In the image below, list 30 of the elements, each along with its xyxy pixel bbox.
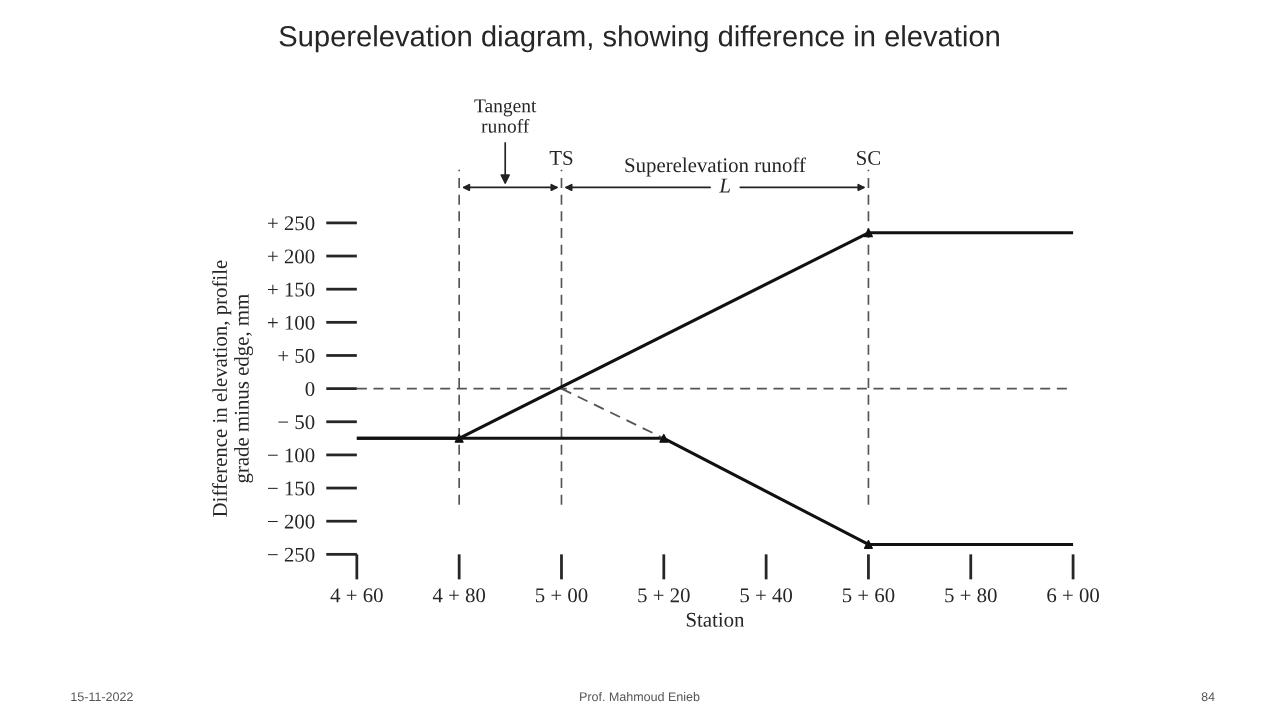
text: L <box>719 178 730 193</box>
text: Superelevation runoff <box>625 157 806 177</box>
y-tick-label: − 150 <box>268 481 315 496</box>
y-tick-label: − 50 <box>278 415 315 430</box>
text: 84 <box>1201 692 1215 702</box>
ref-line-label: SC <box>857 150 881 165</box>
x-tick-label: 4 + 60 <box>330 588 383 603</box>
x-tick-label: 5 + 40 <box>740 588 793 603</box>
y-axis-title: Difference in elevation, profile grade minus edge, mm <box>212 260 254 517</box>
text: Tangent runoff <box>474 99 537 133</box>
y-tick-label: − 200 <box>268 514 315 529</box>
x-tick-label: 5 + 60 <box>842 588 895 603</box>
x-tick-label: 6 + 00 <box>1047 588 1099 603</box>
text: Prof. Mahmoud Enieb <box>580 691 700 702</box>
y-tick-label: + 150 <box>268 282 315 297</box>
ref-line-label: TS <box>549 150 573 165</box>
x-tick-label: 5 + 00 <box>535 588 588 603</box>
chart-title: Superelevation diagram, showing difference in elevation <box>279 25 999 53</box>
x-tick-label: 4 + 80 <box>432 588 486 603</box>
text: 15-11-2022 <box>71 692 133 702</box>
y-tick-label: 0 <box>305 381 315 397</box>
y-tick-label: − 250 <box>268 547 315 562</box>
y-tick-label: + 200 <box>268 249 315 264</box>
x-tick-label: 5 + 80 <box>945 588 997 603</box>
y-tick-label: − 100 <box>268 448 315 463</box>
y-tick-label: + 50 <box>278 348 315 363</box>
x-axis-title: Station <box>686 612 745 627</box>
y-tick-label: + 100 <box>268 315 315 330</box>
y-tick-label: + 250 <box>268 216 315 231</box>
x-tick-label: 5 + 20 <box>638 588 690 603</box>
